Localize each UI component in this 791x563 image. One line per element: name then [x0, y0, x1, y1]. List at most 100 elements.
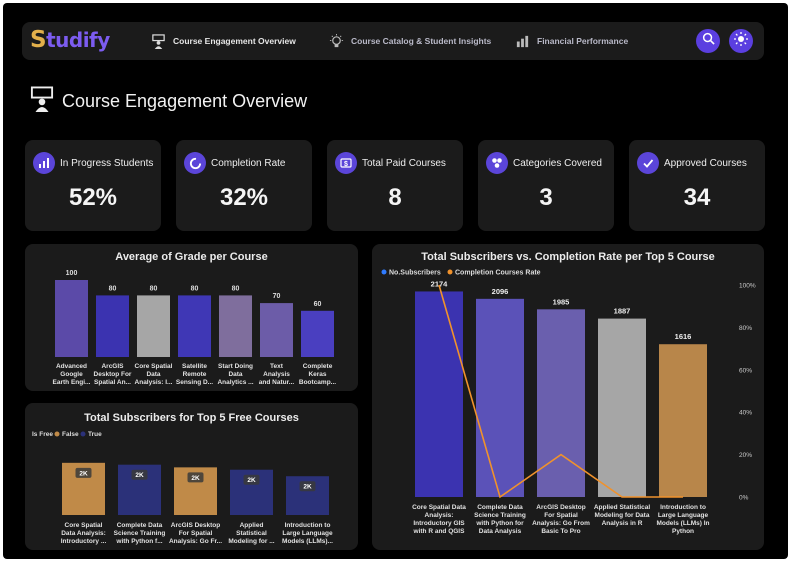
- category-label: Modeling for ...: [228, 538, 274, 545]
- category-label: Data Analysis:: [61, 530, 106, 537]
- subscribers-completion-chart: No.Subscribers Completion Courses Rate 217…: [381, 269, 756, 535]
- category-label: Core Spatial: [65, 522, 103, 529]
- category-label: Python: [672, 528, 694, 535]
- grade-bar: [260, 303, 293, 357]
- category-label: Data: [146, 371, 160, 378]
- bar-data-label: 2K: [191, 475, 200, 482]
- bar-data-label: 60: [314, 301, 322, 308]
- subscribers-bar: [598, 318, 646, 497]
- legend-entry: False: [62, 431, 79, 438]
- kpi-label: Approved Courses: [664, 157, 747, 169]
- category-label: Text: [270, 363, 284, 370]
- category-label: Sensing D...: [176, 379, 213, 386]
- category-label: Bootcamp...: [299, 379, 336, 386]
- checkmark-badge-icon: [637, 152, 659, 174]
- legend-entry: True: [88, 431, 102, 438]
- legend-swatch: [54, 431, 60, 437]
- category-label: Start Doing: [218, 363, 253, 370]
- category-label: Remote: [183, 371, 207, 378]
- category-label: Spatial An...: [94, 379, 131, 386]
- legend-swatch: [381, 269, 387, 275]
- category-label: Science Training: [474, 512, 526, 519]
- category-label: Statistical: [236, 530, 267, 537]
- kpi-label: In Progress Students: [60, 157, 154, 169]
- grade-bar: [219, 295, 252, 357]
- data-label-box: [131, 469, 148, 480]
- category-label: Models (LLMs) In: [656, 520, 709, 527]
- category-label: ArcGIS Desktop: [171, 522, 221, 529]
- search-icon: [702, 32, 715, 50]
- brand-logo[interactable]: Studify: [30, 27, 110, 53]
- top-nav: Studify Course Engagement Overview Cours…: [22, 22, 764, 60]
- kpi-card-completion-rate: Completion Rate 32%: [176, 140, 312, 231]
- data-label-box: [299, 481, 316, 492]
- category-label: Introductory ...: [61, 538, 107, 545]
- category-label: with R and QGIS: [413, 528, 466, 535]
- category-label: Analytics ...: [217, 379, 253, 386]
- category-label: with Python f...: [115, 538, 162, 545]
- finance-icon: [514, 33, 530, 49]
- bar-data-label: 80: [150, 285, 158, 292]
- category-label: and Natur...: [259, 379, 295, 386]
- category-label: ArcGIS Desktop: [536, 504, 586, 511]
- kpi-card-paid-courses: $ Total Paid Courses 8: [327, 140, 463, 231]
- bar-data-label: 70: [273, 293, 281, 300]
- category-label: Keras: [308, 371, 326, 378]
- dollar-icon: $: [335, 152, 357, 174]
- y2-tick-label: 80%: [739, 325, 752, 332]
- category-label: ArcGIS: [101, 363, 124, 370]
- category-label: Analysis: [263, 371, 290, 378]
- category-label: Analysis: Go From: [532, 520, 590, 527]
- grade-bar: [178, 295, 211, 357]
- category-label: Applied Statistical: [594, 504, 651, 511]
- legend-title: Is Free: [32, 431, 53, 438]
- category-label: Advanced: [56, 363, 87, 370]
- kpi-card-approved: Approved Courses 34: [629, 140, 765, 231]
- category-label: Models (LLMs)...: [282, 538, 333, 545]
- svg-text:$: $: [344, 161, 348, 168]
- kpi-label: Completion Rate: [211, 157, 286, 169]
- nav-item-engagement[interactable]: Course Engagement Overview: [150, 22, 296, 60]
- kpi-value: 52%: [68, 184, 118, 211]
- y2-tick-label: 0%: [739, 495, 749, 502]
- completion-rate-line: [438, 284, 683, 499]
- bar-data-label: 1887: [614, 307, 631, 316]
- theme-toggle-button[interactable]: [729, 29, 753, 53]
- kpi-value: 34: [683, 184, 711, 211]
- y2-tick-label: 20%: [739, 452, 752, 459]
- legend-entry: Completion Courses Rate: [455, 270, 541, 277]
- bar-data-label: 2K: [303, 484, 312, 491]
- data-label-box: [243, 474, 260, 485]
- subscribers-bar: [476, 298, 524, 497]
- category-label: Modeling for Data: [595, 512, 650, 519]
- category-label: Analysis:: [425, 512, 454, 519]
- nav-item-financial[interactable]: Financial Performance: [514, 22, 628, 60]
- chart-title: Average of Grade per Course: [115, 251, 268, 263]
- kpi-value: 3: [539, 184, 553, 211]
- data-label-box: [75, 467, 92, 478]
- lightbulb-icon: [328, 33, 344, 49]
- category-label: Earth Engi...: [53, 379, 91, 386]
- free-courses-panel: Total Subscribers for Top 5 Free Courses…: [25, 403, 358, 550]
- category-label: Introduction to: [285, 522, 331, 529]
- kpi-card-in-progress: In Progress Students 52%: [25, 140, 161, 231]
- category-label: Introductory GIS: [413, 520, 465, 527]
- categories-icon: [486, 152, 508, 174]
- category-label: Data Analysis: [479, 528, 522, 535]
- kpi-value: 8: [388, 184, 402, 211]
- kpi-label: Total Paid Courses: [362, 157, 446, 169]
- legend-entry: No.Subscribers: [389, 270, 441, 277]
- category-label: Basic To Pro: [541, 528, 580, 535]
- category-label: Science Training: [114, 530, 166, 537]
- presenter-icon: [30, 86, 54, 117]
- grade-chart-panel: Average of Grade per Course 100 Advanced G…: [25, 244, 358, 391]
- search-button[interactable]: [696, 29, 720, 53]
- category-label: Google: [60, 371, 83, 378]
- kpi-label: Categories Covered: [513, 157, 602, 169]
- bar-data-label: 80: [232, 285, 240, 292]
- data-label-box: [187, 472, 204, 483]
- bar-data-label: 1985: [553, 297, 570, 306]
- nav-item-catalog[interactable]: Course Catalog & Student Insights: [328, 22, 491, 60]
- category-label: Analysis in R: [602, 520, 643, 527]
